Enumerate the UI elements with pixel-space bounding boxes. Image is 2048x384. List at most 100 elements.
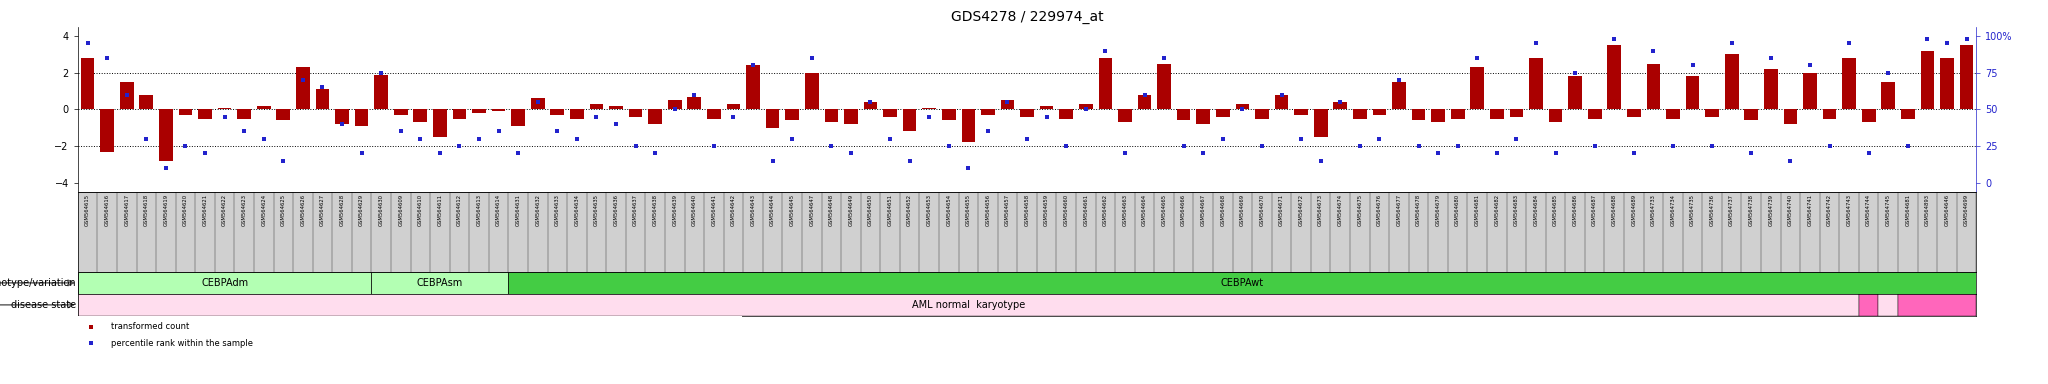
Point — [72, 40, 104, 46]
Text: GSM564653: GSM564653 — [926, 194, 932, 226]
Text: GSM564689: GSM564689 — [1632, 194, 1636, 227]
Point — [442, 143, 475, 149]
Point — [1030, 114, 1063, 120]
Bar — [1647, 63, 1661, 109]
Text: GSM564623: GSM564623 — [242, 194, 246, 226]
Point — [1950, 36, 1982, 42]
Bar — [1196, 109, 1210, 124]
Text: GSM564657: GSM564657 — [1006, 194, 1010, 227]
Point — [385, 128, 418, 134]
Point — [815, 143, 848, 149]
Text: GSM564667: GSM564667 — [1200, 194, 1206, 227]
Bar — [1315, 109, 1327, 137]
Bar — [629, 109, 643, 117]
Point — [1636, 48, 1669, 54]
Bar — [217, 108, 231, 109]
Text: GSM564658: GSM564658 — [1024, 194, 1030, 227]
Bar — [1843, 58, 1855, 109]
Text: GSM564670: GSM564670 — [1260, 194, 1264, 227]
Text: GSM564737: GSM564737 — [1729, 194, 1735, 226]
Bar — [1882, 82, 1894, 109]
Bar — [160, 109, 172, 161]
Text: GSM564610: GSM564610 — [418, 194, 422, 227]
Bar — [1178, 109, 1190, 120]
Text: transformed count: transformed count — [111, 322, 188, 331]
Bar — [1901, 109, 1915, 119]
Bar — [1255, 109, 1270, 119]
Text: GSM564680: GSM564680 — [1456, 194, 1460, 227]
Text: GSM564669: GSM564669 — [1239, 194, 1245, 227]
Text: GSM564660: GSM564660 — [1063, 194, 1069, 227]
Text: GSM564641: GSM564641 — [711, 194, 717, 227]
Bar — [492, 109, 506, 111]
Point — [737, 62, 770, 68]
Bar — [1960, 45, 1974, 109]
Point — [678, 92, 711, 98]
Text: GSM564741: GSM564741 — [1808, 194, 1812, 227]
Bar — [805, 73, 819, 109]
Text: GSM564616: GSM564616 — [104, 194, 111, 227]
Point — [150, 165, 182, 171]
Point — [248, 136, 281, 142]
Bar — [432, 109, 446, 137]
Point — [90, 55, 123, 61]
Text: GSM564663: GSM564663 — [1122, 194, 1128, 226]
Point — [1794, 62, 1827, 68]
Text: GSM564745: GSM564745 — [1886, 194, 1890, 227]
Bar — [508, 272, 1976, 294]
Text: GSM564677: GSM564677 — [1397, 194, 1401, 227]
Text: GSM564644: GSM564644 — [770, 194, 774, 227]
Point — [795, 55, 827, 61]
Bar — [1274, 95, 1288, 109]
Bar — [1157, 63, 1171, 109]
Point — [1911, 36, 1944, 42]
Text: GSM564651: GSM564651 — [887, 194, 893, 227]
Point — [854, 99, 887, 105]
Text: CEBPAdm: CEBPAdm — [201, 278, 248, 288]
Bar — [1235, 104, 1249, 109]
Text: GSM564643: GSM564643 — [750, 194, 756, 226]
Point — [1716, 40, 1749, 46]
Text: GSM564740: GSM564740 — [1788, 194, 1792, 227]
Text: GSM564612: GSM564612 — [457, 194, 463, 227]
Bar — [903, 109, 918, 131]
Text: GSM564738: GSM564738 — [1749, 194, 1753, 226]
Bar — [1878, 294, 1898, 316]
Bar — [1939, 58, 1954, 109]
Text: CEBPAsm: CEBPAsm — [418, 278, 463, 288]
Text: GSM564661: GSM564661 — [1083, 194, 1087, 227]
Point — [365, 70, 397, 76]
Text: GSM564684: GSM564684 — [1534, 194, 1538, 227]
Text: GSM564638: GSM564638 — [653, 194, 657, 226]
Bar — [1059, 109, 1073, 119]
Text: GSM564619: GSM564619 — [164, 194, 168, 227]
Bar — [1530, 58, 1542, 109]
Text: GSM564678: GSM564678 — [1415, 194, 1421, 227]
Bar — [1294, 109, 1309, 115]
Title: GDS4278 / 229974_at: GDS4278 / 229974_at — [950, 10, 1104, 25]
Bar — [178, 109, 193, 115]
Bar — [1569, 76, 1581, 109]
Point — [698, 143, 731, 149]
Point — [1266, 92, 1298, 98]
Text: GSM564683: GSM564683 — [1513, 194, 1520, 226]
Bar — [864, 102, 877, 109]
Text: GSM564647: GSM564647 — [809, 194, 815, 227]
Bar — [297, 67, 309, 109]
Point — [1460, 55, 1493, 61]
Text: GSM564664: GSM564664 — [1143, 194, 1147, 227]
Text: GSM564624: GSM564624 — [262, 194, 266, 227]
Point — [1579, 143, 1612, 149]
Text: GSM564671: GSM564671 — [1280, 194, 1284, 227]
Bar — [981, 109, 995, 115]
Text: GSM564620: GSM564620 — [182, 194, 188, 227]
Bar — [1587, 109, 1602, 119]
Bar — [1860, 294, 1878, 316]
Point — [1245, 143, 1278, 149]
Text: GSM564659: GSM564659 — [1044, 194, 1049, 227]
Text: GSM564629: GSM564629 — [358, 194, 365, 227]
Text: percentile rank within the sample: percentile rank within the sample — [111, 339, 254, 348]
Point — [1833, 40, 1866, 46]
Text: GSM564636: GSM564636 — [614, 194, 618, 226]
Point — [1696, 143, 1729, 149]
